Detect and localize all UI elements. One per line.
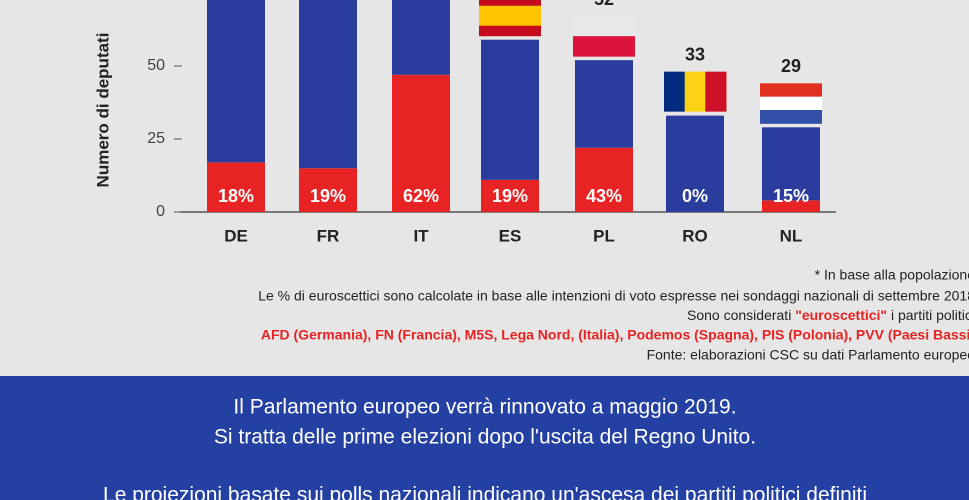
note-part: Sono considerati — [687, 307, 795, 323]
y-tick-label: 25 — [147, 130, 165, 147]
flag-stripe — [705, 71, 727, 112]
share-label: 15% — [773, 186, 809, 206]
share-label: 43% — [586, 186, 622, 206]
share-label: 0% — [682, 186, 708, 206]
note: * In base alla popolazione — [815, 267, 969, 283]
flag-stripe — [760, 83, 822, 98]
flag-stripe — [760, 109, 822, 124]
bar-segment — [575, 147, 633, 212]
x-tick-label: ES — [499, 226, 522, 245]
note: Le % di euroscettici sono calcolate in b… — [258, 288, 969, 304]
banner-text: Si tratta delle prime elezioni dopo l'us… — [214, 426, 756, 449]
total-label: 52 — [594, 0, 614, 9]
flag-stripe — [664, 71, 686, 112]
share-label: 19% — [492, 186, 528, 206]
flag-stripe — [573, 36, 635, 57]
share-label: 19% — [310, 186, 346, 206]
bar-segment — [481, 39, 539, 180]
bar-segment — [392, 0, 450, 75]
x-tick-label: FR — [317, 226, 340, 245]
flag-stripe — [479, 0, 541, 7]
bar-segment — [762, 200, 820, 212]
bar-segment — [481, 179, 539, 212]
y-tick-label: 75 — [147, 0, 165, 1]
bar-segment — [207, 162, 265, 212]
flag-stripe — [479, 5, 541, 17]
bar-segment — [666, 115, 724, 212]
x-tick-label: PL — [593, 226, 615, 245]
y-tick-label: 0 — [156, 203, 165, 220]
note-part: i partiti politici — [887, 307, 969, 323]
flag-stripe — [760, 96, 822, 111]
flag-stripe — [479, 15, 541, 27]
note: Sono considerati "euroscettici" i partit… — [687, 307, 969, 323]
note: Fonte: elaborazioni CSC su dati Parlamen… — [647, 347, 969, 363]
total-label: 33 — [685, 44, 705, 64]
x-tick-label: RO — [682, 226, 708, 245]
bar-segment — [207, 0, 265, 163]
flag-stripe — [684, 71, 706, 112]
y-axis-label: Numero di deputati — [93, 33, 112, 188]
flag-stripe — [479, 25, 541, 37]
banner-text: Le proiezioni basate sui polls nazionali… — [103, 484, 867, 500]
x-tick-label: DE — [224, 226, 248, 245]
share-label: 18% — [218, 186, 254, 206]
banner-text: Il Parlamento europeo verrà rinnovato a … — [233, 396, 736, 419]
total-label: 29 — [781, 56, 801, 76]
y-tick-label: 50 — [147, 57, 165, 74]
note: AFD (Germania), FN (Francia), M5S, Lega … — [261, 327, 969, 343]
x-tick-label: NL — [780, 226, 803, 245]
bar-segment — [392, 74, 450, 212]
banner — [0, 376, 969, 500]
share-label: 62% — [403, 186, 439, 206]
flag-stripe — [573, 16, 635, 37]
x-tick-label: IT — [413, 226, 429, 245]
bar-segment — [299, 0, 357, 169]
bar-segment — [575, 60, 633, 148]
bar-segment — [762, 127, 820, 201]
note-part: "euroscettici" — [795, 307, 887, 323]
bar-segment — [299, 168, 357, 212]
